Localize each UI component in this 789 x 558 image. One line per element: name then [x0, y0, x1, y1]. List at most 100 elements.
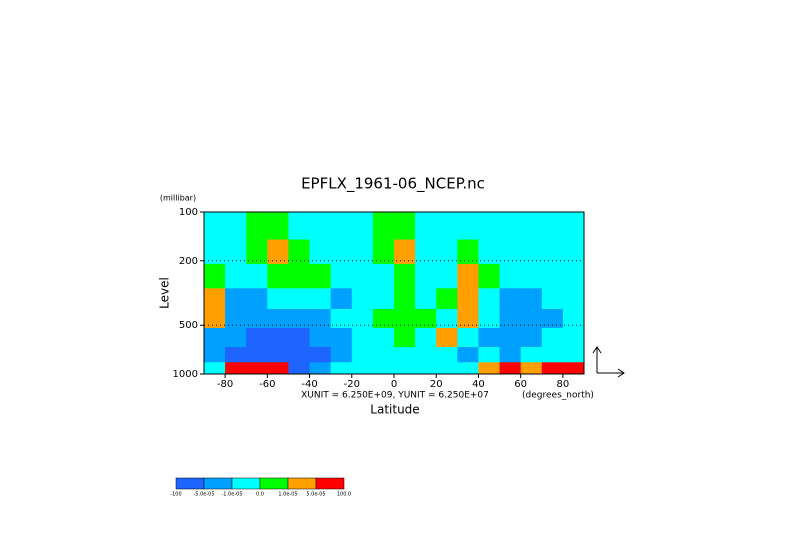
contour-cell [288, 212, 311, 241]
contour-cell [204, 362, 226, 375]
contour-cell [372, 308, 395, 329]
colorbar-box [231, 477, 261, 490]
contour-cell [499, 239, 522, 265]
contour-cell [457, 362, 479, 375]
contour-cell [246, 239, 268, 265]
contour-cell [394, 308, 416, 329]
x-tick-label: -60 [259, 379, 275, 390]
contour-cell [499, 347, 522, 363]
colorbar-box [287, 477, 317, 490]
contour-cell [204, 263, 226, 289]
contour-cell [372, 327, 395, 348]
contour-cell [225, 263, 247, 289]
contour-cell [267, 239, 289, 265]
contour-cell [541, 239, 564, 265]
contour-cell [436, 263, 458, 289]
contour-cell [225, 327, 247, 348]
contour-field [204, 212, 585, 375]
overlay: 100 200 500 1000 -80 -60 -40 -20 0 20 40 60 80 [173, 207, 585, 390]
contour-cell [562, 308, 585, 329]
contour-cell [436, 327, 458, 348]
contour-cell [309, 347, 332, 363]
y-axis-label: Level [158, 277, 172, 309]
contour-cell [478, 212, 501, 241]
x-tick-label: 60 [514, 379, 527, 390]
contour-cell [246, 263, 268, 289]
x-tick-label: -80 [217, 379, 233, 390]
colorbar-label: 0.0 [256, 492, 264, 498]
contour-cell [520, 327, 543, 348]
colorbar-label: 1.0e-05 [278, 492, 297, 498]
contour-cell [351, 288, 374, 310]
contour-cell [457, 263, 479, 289]
x-tick-label: 40 [472, 379, 485, 390]
contour-cell [267, 288, 289, 310]
contour-cell [309, 327, 332, 348]
contour-cell [499, 288, 522, 310]
contour-cell [330, 327, 353, 348]
contour-cell [309, 239, 332, 265]
contour-cell [394, 212, 416, 241]
contour-cell [372, 263, 395, 289]
contour-cell [225, 239, 247, 265]
colorbar-label: 100.0 [337, 492, 351, 498]
contour-cell [351, 239, 374, 265]
contour-cell [288, 239, 311, 265]
contour-cell [520, 263, 543, 289]
contour-cell [267, 327, 289, 348]
colorbar-label: -1.0e-05 [222, 492, 243, 498]
contour-cell [372, 288, 395, 310]
contour-cell [225, 347, 247, 363]
contour-cell [288, 288, 311, 310]
contour-cell [415, 263, 437, 289]
contour-cell [499, 308, 522, 329]
contour-cell [541, 362, 564, 375]
contour-cell [520, 308, 543, 329]
contour-cell [372, 212, 395, 241]
contour-cell [267, 362, 289, 375]
contour-cell [415, 288, 437, 310]
contour-cell [394, 288, 416, 310]
contour-cell [394, 239, 416, 265]
contour-cell [351, 327, 374, 348]
contour-cell [541, 308, 564, 329]
x-tick-label: 20 [430, 379, 443, 390]
contour-cell [204, 288, 226, 310]
contour-cell [225, 308, 247, 329]
colorbar-label: -100 [170, 492, 181, 498]
contour-cell [562, 347, 585, 363]
contour-cell [225, 212, 247, 241]
contour-cell [415, 327, 437, 348]
contour-cell [330, 347, 353, 363]
contour-cell [436, 212, 458, 241]
contour-cell [499, 263, 522, 289]
colorbar-label: -5.0e-05 [194, 492, 215, 498]
chart-title: EPFLX_1961-06_NCEP.nc [301, 175, 485, 194]
contour-cell [351, 347, 374, 363]
contour-cell [541, 327, 564, 348]
contour-cell [330, 239, 353, 265]
contour-cell [478, 239, 501, 265]
contour-cell [394, 362, 416, 375]
contour-cell [520, 239, 543, 265]
contour-cell [562, 362, 585, 375]
contour-cell [204, 239, 226, 265]
contour-cell [246, 288, 268, 310]
colorbar-box [175, 477, 205, 490]
contour-cell [225, 288, 247, 310]
x-tick-label: -40 [301, 379, 317, 390]
contour-cell [457, 212, 479, 241]
contour-cell [372, 362, 395, 375]
contour-cell [330, 288, 353, 310]
contour-cell [351, 212, 374, 241]
y-tick-label: 100 [179, 207, 198, 218]
colorbar-box [259, 477, 289, 490]
contour-cell [499, 327, 522, 348]
contour-cell [204, 212, 226, 241]
y-tick-label: 500 [179, 320, 198, 331]
x-tick-label: 80 [557, 379, 570, 390]
contour-cell [478, 362, 501, 375]
contour-cell [541, 347, 564, 363]
contour-cell [225, 362, 247, 375]
